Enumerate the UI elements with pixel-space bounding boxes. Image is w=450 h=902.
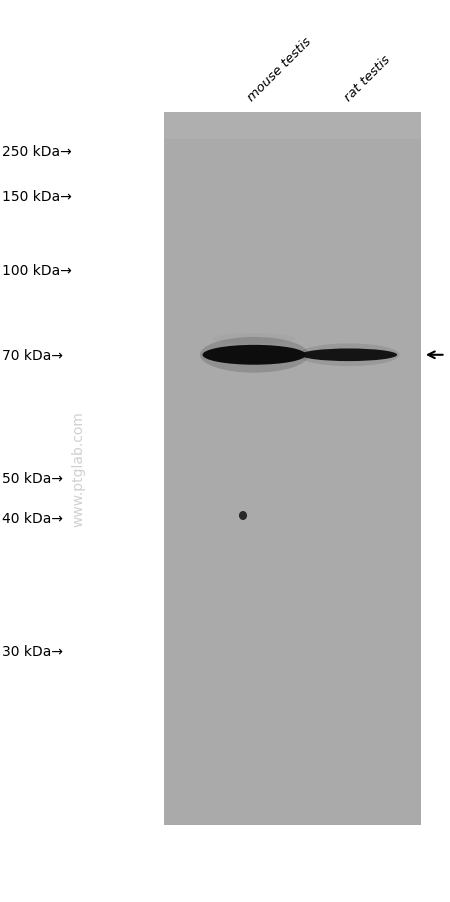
- Text: 40 kDa→: 40 kDa→: [2, 511, 63, 526]
- Text: www.ptglab.com: www.ptglab.com: [72, 411, 86, 527]
- Bar: [164, 113, 421, 140]
- Text: rat testis: rat testis: [342, 53, 393, 104]
- Ellipse shape: [213, 334, 296, 345]
- Text: 50 kDa→: 50 kDa→: [2, 471, 63, 485]
- Ellipse shape: [298, 344, 400, 367]
- Ellipse shape: [200, 337, 309, 373]
- Ellipse shape: [239, 511, 247, 520]
- Text: 250 kDa→: 250 kDa→: [2, 144, 72, 159]
- Text: 70 kDa→: 70 kDa→: [2, 348, 63, 363]
- Ellipse shape: [301, 349, 397, 362]
- Text: 30 kDa→: 30 kDa→: [2, 644, 63, 658]
- Text: 150 kDa→: 150 kDa→: [2, 189, 72, 204]
- Text: mouse testis: mouse testis: [245, 35, 314, 104]
- Text: 100 kDa→: 100 kDa→: [2, 263, 72, 278]
- Ellipse shape: [202, 345, 306, 365]
- Bar: [164, 113, 421, 825]
